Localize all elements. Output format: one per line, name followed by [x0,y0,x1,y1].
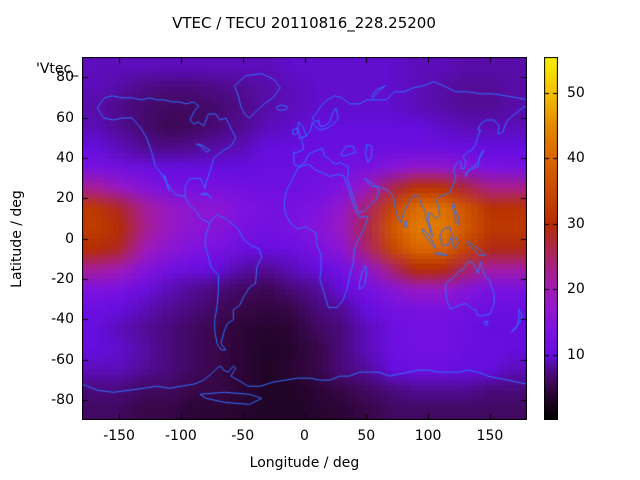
colorbar-tick-label: 40 [567,150,585,167]
y-tick-label: -40 [51,311,74,328]
x-tick-label: 50 [357,428,376,444]
x-tick-label: -100 [164,428,197,444]
x-axis-label: Longitude / deg [249,455,360,471]
y-tick-label: -80 [51,391,74,408]
y-axis-label: Latitude / deg [9,190,25,288]
x-tick-label: -150 [103,428,135,444]
y-tick-label: 0 [65,230,74,247]
colorbar-tick-label: 30 [567,215,585,232]
y-tick-label: -20 [51,270,74,287]
key-label: 'Vtec_ [36,61,79,77]
colorbar-canvas [544,57,558,420]
y-tick-label: 40 [56,149,74,166]
heatmap-canvas [82,57,527,420]
x-tick-label: 0 [300,428,309,444]
colorbar-tick-label: 50 [567,84,585,101]
x-tick-label: -50 [231,428,255,444]
x-tick-label: 100 [414,428,442,444]
y-tick-label: -60 [51,351,74,368]
y-tick-label: 60 [56,109,74,126]
y-tick-label: 80 [56,69,74,86]
chart-title: VTEC / TECU 20110816_228.25200 [172,14,436,32]
colorbar-tick-label: 20 [567,281,585,298]
colorbar-tick-label: 10 [567,346,585,363]
y-tick-label: 20 [56,190,74,207]
x-tick-label: 150 [476,428,504,444]
